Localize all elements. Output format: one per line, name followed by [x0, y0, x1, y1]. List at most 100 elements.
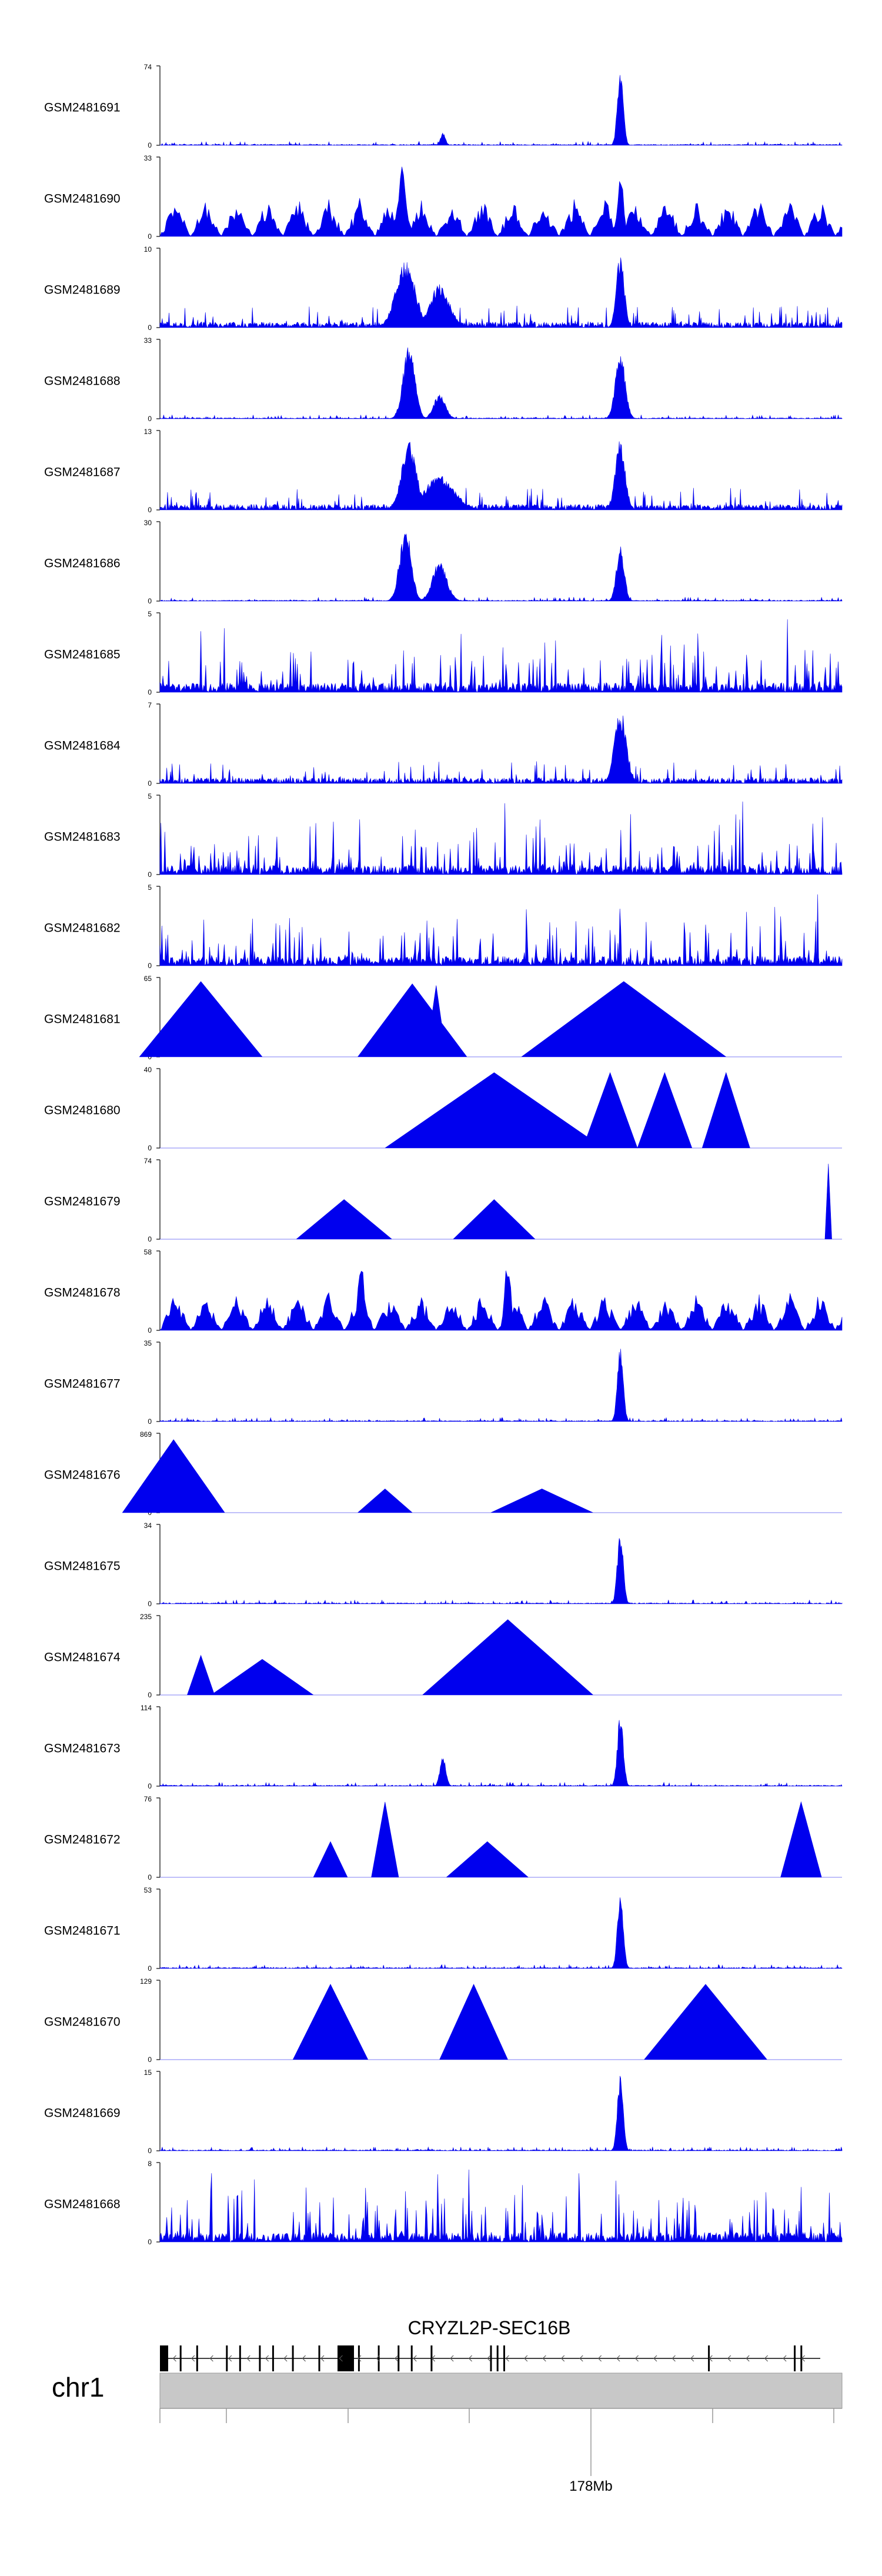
strand-arrow [209, 2355, 213, 2362]
track-label: GSM2481688 [44, 375, 121, 388]
y-min-label: 0 [148, 2238, 152, 2246]
track-label: GSM2481687 [44, 466, 121, 479]
y-min-label: 0 [148, 688, 152, 696]
y-max-label: 5 [148, 883, 152, 892]
y-max-label: 13 [144, 428, 152, 436]
strand-arrow [228, 2355, 232, 2362]
strand-arrow [302, 2355, 306, 2362]
coverage-area [159, 1897, 843, 1969]
strand-arrow [358, 2355, 362, 2362]
y-min-label: 0 [148, 962, 152, 970]
y-max-label: 235 [140, 1613, 152, 1621]
track-label: GSM2481677 [44, 1377, 121, 1391]
y-min-label: 0 [148, 1235, 152, 1243]
track-label: GSM2481670 [44, 2016, 121, 2029]
track-label: GSM2481676 [44, 1469, 121, 1482]
track-GSM2481677: GSM2481677 35 0 [44, 1339, 843, 1426]
y-max-label: 74 [144, 63, 152, 71]
track-GSM2481689: GSM2481689 10 0 [44, 245, 843, 332]
y-max-label: 35 [144, 1339, 152, 1347]
exon [338, 2345, 354, 2371]
track-label: GSM2481681 [44, 1013, 121, 1026]
track-GSM2481672: GSM2481672 76 0 [44, 1795, 842, 1881]
track-GSM2481688: GSM2481688 33 0 [44, 336, 843, 423]
strand-arrow [246, 2355, 250, 2362]
y-min-label: 0 [148, 2147, 152, 2155]
strand-arrow [560, 2355, 565, 2362]
y-max-label: 53 [144, 1886, 152, 1894]
y-min-label: 0 [148, 1144, 152, 1152]
track-label: GSM2481690 [44, 192, 121, 206]
y-min-label: 0 [148, 1873, 152, 1881]
y-min-label: 0 [148, 415, 152, 423]
coverage-area [159, 1349, 843, 1423]
strand-arrow [746, 2355, 750, 2362]
y-max-label: 5 [148, 610, 152, 618]
exon [503, 2345, 505, 2371]
track-label: GSM2481683 [44, 830, 121, 844]
track-GSM2481669: GSM2481669 15 0 [44, 2068, 843, 2155]
y-max-label: 10 [144, 245, 152, 253]
coverage-area [159, 1538, 843, 1604]
exon [179, 2345, 182, 2371]
strand-arrow [339, 2355, 343, 2362]
y-min-label: 0 [148, 1600, 152, 1608]
coverage-area [159, 894, 843, 966]
strand-arrow [505, 2355, 509, 2362]
coverage-area [159, 1720, 843, 1787]
y-min-label: 0 [148, 779, 152, 788]
y-max-label: 5 [148, 792, 152, 800]
track-GSM2481683: GSM2481683 5 0 [44, 792, 843, 879]
track-GSM2481671: GSM2481671 53 0 [44, 1886, 843, 1973]
track-label: GSM2481671 [44, 1924, 121, 1938]
track-GSM2481674: GSM2481674 235 0 [44, 1613, 842, 1699]
exon [318, 2345, 320, 2371]
y-max-label: 7 [148, 701, 152, 709]
strand-arrow [283, 2355, 288, 2362]
strand-arrow [265, 2355, 269, 2362]
track-label: GSM2481686 [44, 557, 121, 570]
y-max-label: 30 [144, 519, 152, 527]
track-GSM2481673: GSM2481673 114 0 [44, 1704, 843, 1790]
strand-arrow [653, 2355, 657, 2362]
strand-arrow [172, 2355, 176, 2362]
strand-arrow [413, 2355, 417, 2362]
strand-arrow [634, 2355, 639, 2362]
coverage-area [160, 1619, 842, 1696]
track-label: GSM2481673 [44, 1742, 121, 1756]
y-max-label: 869 [140, 1430, 152, 1439]
exon [397, 2345, 400, 2371]
track-GSM2481680: GSM2481680 40 0 [44, 1066, 842, 1152]
track-label: GSM2481678 [44, 1286, 121, 1300]
strand-arrow [542, 2355, 546, 2362]
coverage-area [160, 1984, 842, 2060]
chromosome-ideogram [159, 2373, 843, 2409]
coverage-area [159, 533, 843, 602]
y-max-label: 74 [144, 1157, 152, 1165]
strand-arrow [191, 2355, 195, 2362]
track-GSM2481682: GSM2481682 5 0 [44, 883, 843, 970]
coverage-area [159, 441, 843, 510]
y-max-label: 114 [141, 1704, 152, 1712]
y-min-label: 0 [148, 506, 152, 514]
track-label: GSM2481682 [44, 922, 121, 935]
strand-arrow [468, 2355, 472, 2362]
strand-arrow [487, 2355, 491, 2362]
strand-arrow [801, 2355, 805, 2362]
exon [259, 2345, 261, 2371]
strand-arrow [579, 2355, 583, 2362]
track-label: GSM2481668 [44, 2198, 121, 2211]
track-GSM2481679: GSM2481679 74 0 [44, 1157, 842, 1243]
track-label: GSM2481679 [44, 1195, 121, 1209]
coverage-area [159, 619, 843, 693]
exon [496, 2345, 499, 2371]
exon [239, 2345, 241, 2371]
exon [292, 2345, 294, 2371]
y-max-label: 76 [144, 1795, 152, 1803]
track-GSM2481691: GSM2481691 74 0 [44, 63, 843, 149]
exon [377, 2345, 380, 2371]
exon [490, 2345, 492, 2371]
y-min-label: 0 [148, 1782, 152, 1790]
strand-arrow [783, 2355, 787, 2362]
coverage-area [122, 1439, 842, 1513]
